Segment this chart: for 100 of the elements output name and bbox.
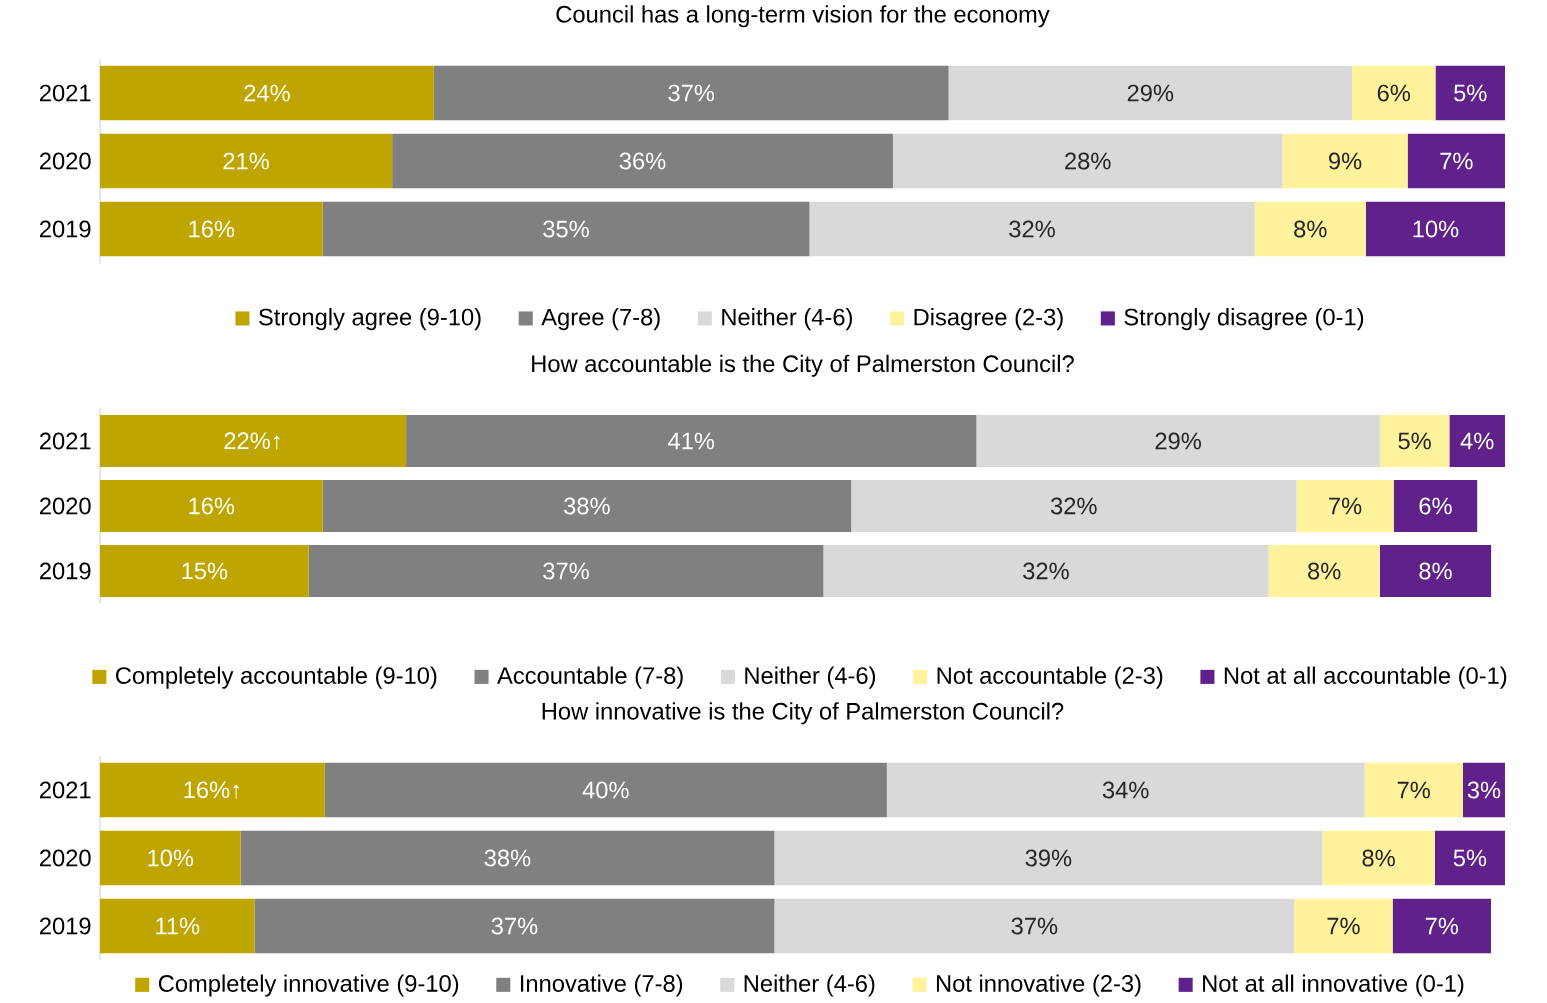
bar	[809, 201, 1255, 257]
bar	[976, 415, 1380, 467]
data-label: 15%	[182, 562, 228, 580]
legend-label: Not innovative (2-3)	[936, 974, 1141, 997]
data-label: 4%	[1460, 432, 1494, 450]
data-label: 29%	[1155, 432, 1201, 450]
legend-label: Neither (4-6)	[722, 308, 852, 331]
data-label: 8%	[1419, 562, 1452, 580]
legend-label: Strongly agree (9-10)	[259, 308, 481, 331]
bar	[100, 830, 241, 886]
bar	[100, 415, 407, 467]
data-label: 39%	[1025, 849, 1072, 867]
bar	[433, 65, 949, 121]
legend-label: Completely innovative (9-10)	[158, 974, 459, 997]
y-tick-label: 2020	[40, 152, 91, 170]
bar	[948, 65, 1353, 121]
data-label: 3%	[1467, 781, 1501, 799]
bar	[1379, 415, 1450, 467]
bar	[886, 762, 1365, 818]
data-label: 11%	[156, 917, 200, 935]
data-label: 5%	[1453, 849, 1487, 867]
bar	[774, 830, 1323, 886]
bar	[1254, 201, 1366, 257]
bar	[1365, 201, 1506, 257]
data-label: 7%	[1440, 152, 1473, 170]
data-label: 37%	[668, 84, 715, 102]
legend-label: Not at all innovative (0-1)	[1203, 974, 1464, 997]
y-tick-label: 2021	[40, 84, 91, 102]
bar	[1352, 65, 1436, 121]
bar	[1462, 762, 1506, 818]
data-label: 21%	[223, 152, 269, 170]
bar	[1407, 133, 1506, 189]
legend-label: Not accountable (2-3)	[937, 666, 1163, 689]
y-tick-label: 2020	[40, 497, 91, 515]
bar	[1294, 898, 1393, 954]
bar	[100, 898, 255, 954]
data-label: 37%	[491, 917, 538, 935]
data-label: 16%	[189, 220, 235, 238]
bar	[100, 65, 434, 121]
data-label: 5%	[1398, 432, 1431, 450]
bar	[100, 545, 309, 597]
data-label: 29%	[1127, 84, 1174, 102]
chart-title: Council has a long-term vision for the economy	[556, 5, 1050, 28]
data-label: 34%	[1102, 781, 1149, 799]
y-tick-label: 2019	[40, 562, 91, 580]
y-tick-label: 2021	[40, 781, 91, 799]
bar	[1268, 545, 1380, 597]
chart-title: How innovative is the City of Palmerston Council?	[542, 702, 1064, 725]
data-label: 22%↑	[224, 432, 280, 450]
bar	[851, 480, 1297, 532]
legend-label: Neither (4-6)	[744, 974, 875, 997]
bar	[322, 480, 852, 532]
data-label: 32%	[1023, 562, 1069, 580]
bar	[308, 545, 824, 597]
bar	[892, 133, 1283, 189]
data-label: 9%	[1329, 152, 1362, 170]
bar	[1393, 480, 1478, 532]
legend-label: Neither (4-6)	[745, 666, 876, 689]
data-label: 8%	[1308, 562, 1341, 580]
data-label: 16%	[189, 497, 235, 515]
data-label: 5%	[1454, 84, 1487, 102]
bar	[823, 545, 1269, 597]
y-tick-label: 2019	[40, 917, 91, 935]
data-label: 35%	[543, 220, 589, 238]
data-label: 32%	[1009, 220, 1055, 238]
bar	[100, 201, 323, 257]
bar	[324, 762, 887, 818]
data-label: 24%	[244, 84, 290, 102]
legend-label: Strongly disagree (0-1)	[1124, 308, 1364, 331]
data-label: 8%	[1362, 849, 1395, 867]
legend-label: Disagree (2-3)	[914, 308, 1063, 331]
data-label: 38%	[484, 849, 531, 867]
bar	[240, 830, 775, 886]
bar	[1435, 65, 1506, 121]
data-label: 32%	[1050, 497, 1097, 515]
bar	[100, 762, 325, 818]
bar	[774, 898, 1295, 954]
legend-label: Agree (7-8)	[541, 308, 660, 331]
bar	[1322, 830, 1435, 886]
data-label: 40%	[582, 781, 629, 799]
bar	[1296, 480, 1394, 532]
legend-label: Innovative (7-8)	[520, 974, 683, 997]
y-tick-label: 2019	[40, 220, 91, 238]
bar	[392, 133, 893, 189]
bar	[100, 480, 323, 532]
bar	[100, 133, 393, 189]
data-label: 28%	[1065, 152, 1111, 170]
bar	[1282, 133, 1408, 189]
data-label: 38%	[564, 497, 610, 515]
bar	[1449, 415, 1506, 467]
data-label: 6%	[1377, 84, 1411, 102]
chart-title: How accountable is the City of Palmerston Council?	[532, 354, 1074, 377]
data-label: 37%	[543, 562, 589, 580]
data-label: 7%	[1425, 917, 1459, 935]
data-label: 41%	[668, 432, 715, 450]
data-label: 6%	[1419, 497, 1452, 515]
data-label: 7%	[1329, 497, 1362, 515]
data-label: 10%	[1413, 220, 1459, 238]
bar	[254, 898, 775, 954]
bar	[1364, 762, 1463, 818]
